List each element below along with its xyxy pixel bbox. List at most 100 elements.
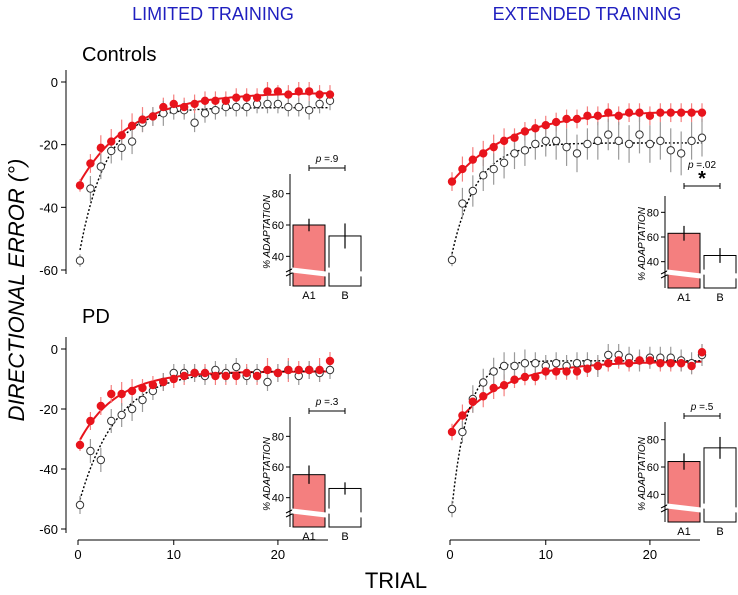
point-b [499, 361, 509, 371]
point-b [614, 136, 623, 146]
point-b [107, 146, 116, 156]
point-b [447, 504, 457, 514]
pvalue-label: p =.02 [687, 160, 717, 171]
point-a1 [179, 102, 189, 112]
point-a1 [138, 115, 147, 124]
inset-category-label: B [716, 292, 723, 304]
point-a1 [614, 111, 623, 121]
point-a1 [656, 108, 665, 117]
x-tick-label: 10 [539, 547, 553, 562]
point-a1 [541, 121, 550, 130]
point-a1 [190, 368, 199, 378]
point-b [232, 102, 241, 112]
point-a1 [551, 367, 561, 376]
point-a1 [593, 111, 603, 121]
point-a1 [645, 111, 655, 121]
inset-y-tick-label: 60 [647, 232, 659, 244]
x-tick-label: 20 [271, 547, 285, 562]
point-a1 [468, 397, 478, 406]
point-b [572, 149, 582, 158]
x-tick-label: 20 [643, 547, 657, 562]
point-b [531, 359, 540, 368]
point-a1 [273, 368, 283, 378]
point-b [315, 99, 324, 109]
point-a1 [252, 371, 262, 381]
point-a1 [510, 375, 519, 384]
point-a1 [211, 371, 220, 381]
point-a1 [697, 108, 707, 117]
inset-y-tick-label: 40 [647, 489, 659, 501]
point-a1 [232, 93, 241, 102]
point-a1 [127, 386, 137, 396]
point-b [635, 130, 644, 139]
point-b [531, 139, 540, 149]
point-a1 [294, 87, 303, 96]
inset-bar-a1 [667, 232, 701, 289]
point-b [687, 136, 696, 146]
point-b [232, 362, 241, 372]
inset-y-tick-label: 60 [272, 462, 284, 474]
point-b [562, 142, 571, 152]
point-a1 [635, 356, 644, 365]
point-a1 [531, 124, 540, 133]
point-a1 [676, 108, 686, 117]
point-b [551, 136, 561, 146]
point-b [468, 186, 478, 196]
point-b [458, 199, 467, 208]
y-tick-label: -20 [39, 138, 58, 153]
point-a1 [676, 359, 686, 368]
point-a1 [221, 371, 231, 381]
y-tick-label: 0 [51, 75, 58, 90]
point-a1 [96, 401, 106, 411]
point-b [479, 378, 488, 387]
point-a1 [697, 348, 707, 357]
point-b [666, 146, 675, 155]
inset-y-label: % ADAPTATION [637, 206, 648, 280]
point-a1 [242, 93, 251, 102]
point-a1 [304, 87, 314, 96]
point-a1 [614, 356, 623, 365]
x-tick-label: 0 [446, 547, 453, 562]
column-title-limited: LIMITED TRAINING [132, 4, 294, 24]
point-b [551, 359, 561, 368]
panel-pd-extended: 0 10 20 40 60 80% ADAPTATION A1 Bp =.5 [446, 344, 738, 562]
y-tick-label: -20 [39, 402, 58, 417]
point-a1 [86, 416, 95, 426]
pvalue-label: p =.9 [315, 154, 339, 165]
point-b [86, 446, 95, 456]
point-a1 [315, 365, 324, 375]
point-b [200, 109, 210, 118]
inset-y-tick-label: 80 [272, 431, 284, 443]
inset-category-label: A1 [302, 531, 315, 543]
point-b [499, 158, 509, 168]
inset-y-tick-label: 80 [272, 189, 284, 201]
point-a1 [624, 108, 634, 117]
point-a1 [75, 181, 85, 190]
point-a1 [666, 108, 675, 117]
panel-controls-extended: 40 60 80% ADAPTATION A1 Bp =.02* [447, 103, 738, 304]
inset-bar-break [666, 269, 702, 279]
point-b [127, 404, 137, 414]
inset-y-tick-label: 60 [272, 220, 284, 232]
point-a1 [117, 131, 126, 140]
point-a1 [624, 359, 634, 368]
point-a1 [284, 90, 293, 99]
inset-y-label: % ADAPTATION [262, 194, 273, 268]
inset-bar-b [328, 487, 362, 528]
point-b [242, 102, 251, 112]
point-a1 [489, 142, 498, 152]
inset-pd-extended: 40 60 80% ADAPTATION A1 Bp =.5 [637, 402, 738, 538]
point-a1 [562, 114, 571, 124]
inset-controls-extended: 40 60 80% ADAPTATION A1 Bp =.02* [637, 160, 738, 304]
point-b [593, 136, 603, 146]
point-a1 [200, 368, 210, 378]
point-b [697, 133, 707, 142]
point-b [263, 377, 272, 387]
point-a1 [572, 367, 582, 376]
point-a1 [541, 367, 550, 376]
point-a1 [520, 127, 530, 136]
point-a1 [458, 411, 467, 420]
inset-bar-break [666, 503, 702, 513]
